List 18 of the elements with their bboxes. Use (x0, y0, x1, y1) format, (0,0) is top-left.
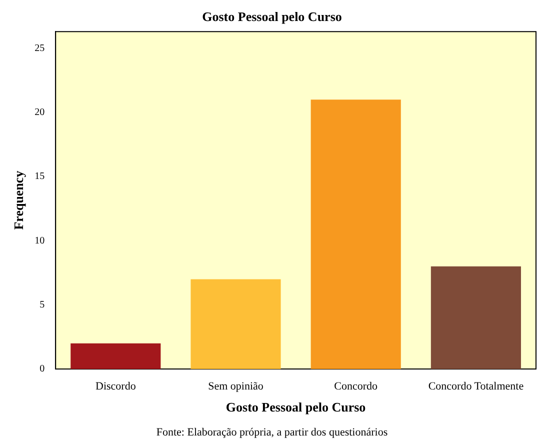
bar (310, 100, 401, 369)
y-tick-label: 15 (34, 171, 45, 182)
x-axis-title: Gosto Pessoal pelo Curso (226, 399, 366, 414)
bar (430, 266, 521, 369)
y-tick-label: 25 (34, 42, 45, 54)
chart-title: Gosto Pessoal pelo Curso (202, 9, 342, 24)
y-tick-label: 20 (34, 107, 45, 118)
bar (190, 279, 281, 369)
y-tick-label: 5 (40, 299, 45, 310)
x-tick-label: Concordo (334, 380, 378, 392)
x-tick-label: Discordo (95, 380, 136, 392)
y-tick-label: 10 (34, 235, 45, 246)
x-tick-label: Sem opinião (208, 380, 264, 392)
source-note: Fonte: Elaboração própria, a partir dos questionários (156, 426, 388, 438)
y-tick-label: 0 (40, 364, 45, 375)
bar (70, 343, 161, 369)
y-axis-title: Frequency (11, 170, 26, 230)
x-tick-label: Concordo Totalmente (428, 380, 524, 392)
